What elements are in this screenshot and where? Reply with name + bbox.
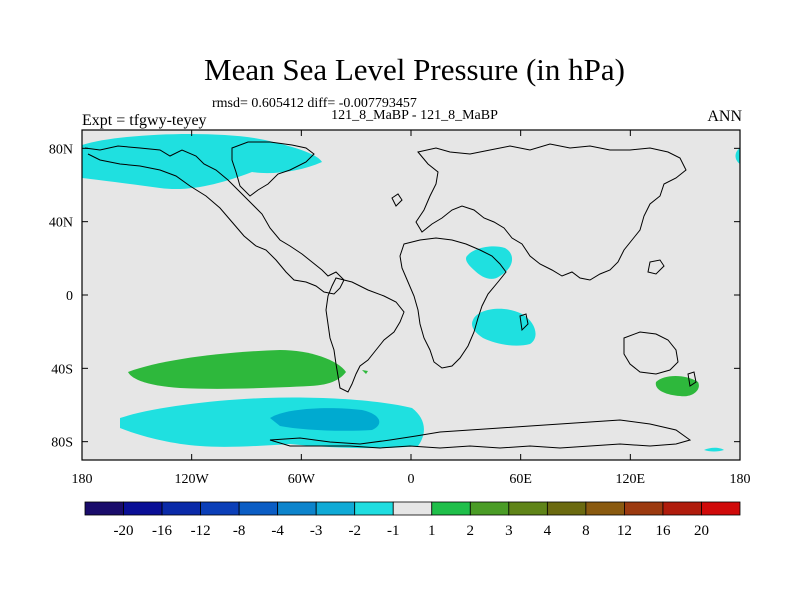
x-tick-label: 120W xyxy=(175,472,210,487)
season-label: ANN xyxy=(707,108,742,125)
colorbar-swatch xyxy=(161,501,201,516)
colorbar-swatch xyxy=(315,501,356,516)
stats-line: rmsd= 0.605412 diff= -0.007793457 xyxy=(212,96,417,111)
colorbar-swatch xyxy=(392,501,433,516)
coastline-madagascar xyxy=(519,313,529,332)
colorbar-label: -16 xyxy=(152,523,172,539)
colorbar-swatch xyxy=(701,501,741,516)
colorbar-label: -4 xyxy=(271,523,284,539)
coastline-australia xyxy=(623,331,679,375)
y-tick-label: 40N xyxy=(49,216,73,231)
coastline-new-zealand xyxy=(687,371,697,387)
colorbar-label: 20 xyxy=(694,523,709,539)
colorbar-swatch xyxy=(662,501,702,516)
colorbar-swatch xyxy=(238,501,279,516)
x-tick-label: 0 xyxy=(408,472,415,487)
x-tick-label: 180 xyxy=(72,472,93,487)
experiment-label: Expt = tfgwy-teyey xyxy=(82,112,207,129)
colorbar-label: 8 xyxy=(582,523,590,539)
coastline-europe-asia xyxy=(415,143,687,281)
colorbar: -20 -16 -12 -8 -4 -3 -2 -1 1 2 3 4 8 12 16 20 xyxy=(84,501,741,539)
y-axis-ticks: 80N 40N 0 40S 80S xyxy=(49,142,740,451)
map-title: Mean Sea Level Pressure (in hPa) xyxy=(204,52,625,87)
anomaly-region-arctic-east-minus1 xyxy=(735,148,740,164)
colorbar-swatch xyxy=(354,501,394,516)
experiment-subtitle: 121_8_MaBP - 121_8_MaBP xyxy=(331,108,498,123)
colorbar-label: 2 xyxy=(467,523,475,539)
colorbar-swatch xyxy=(123,501,163,516)
colorbar-label: 3 xyxy=(505,523,513,539)
colorbar-label: 16 xyxy=(655,523,671,539)
coastline-uk xyxy=(391,193,403,207)
colorbar-swatch xyxy=(84,501,124,516)
x-axis-ticks: 180 120W 60W 0 60E 120E 180 xyxy=(72,130,751,487)
colorbar-swatch xyxy=(200,501,240,516)
colorbar-label: -12 xyxy=(191,523,211,539)
x-tick-label: 60W xyxy=(288,472,316,487)
coastlines xyxy=(84,141,697,449)
x-tick-label: 60E xyxy=(509,472,532,487)
colorbar-label: -8 xyxy=(233,523,246,539)
colorbar-swatch xyxy=(508,501,548,516)
colorbar-label: 4 xyxy=(544,523,552,539)
y-tick-label: 40S xyxy=(51,362,73,377)
colorbar-label: -1 xyxy=(387,523,400,539)
coastline-greenland xyxy=(231,141,315,197)
coastline-south-america xyxy=(325,277,405,393)
coastline-japan xyxy=(647,259,665,275)
colorbar-label: 12 xyxy=(617,523,632,539)
anomaly-region-southern-ocean-minus2 xyxy=(270,408,380,431)
x-tick-label: 120E xyxy=(616,472,646,487)
colorbar-label: -3 xyxy=(310,523,323,539)
coastline-north-america xyxy=(84,145,345,295)
colorbar-swatch xyxy=(546,501,587,516)
x-tick-label: 180 xyxy=(730,472,751,487)
colorbar-label: -20 xyxy=(114,523,134,539)
colorbar-swatch xyxy=(431,501,471,516)
y-tick-label: 80N xyxy=(49,142,73,157)
coastline-africa xyxy=(399,237,507,369)
colorbar-swatch xyxy=(624,501,664,516)
colorbar-swatch xyxy=(469,501,510,516)
anomaly-region-arabian-minus1 xyxy=(466,246,513,279)
anomaly-region-far-south-minus1 xyxy=(704,447,724,452)
y-tick-label: 0 xyxy=(66,289,73,304)
coastline-antarctica xyxy=(269,419,692,449)
colorbar-label: -2 xyxy=(348,523,361,539)
colorbar-swatch xyxy=(277,501,317,516)
anomaly-region-south-indian-plus1 xyxy=(655,376,699,397)
anomaly-region-small-plus1 xyxy=(362,370,368,374)
colorbar-label: 1 xyxy=(428,523,436,539)
anomaly-region-southern-ocean-plus1 xyxy=(128,350,346,389)
colorbar-swatch xyxy=(585,501,625,516)
y-tick-label: 80S xyxy=(51,436,73,451)
anomaly-region-southern-africa-minus1 xyxy=(472,308,536,346)
